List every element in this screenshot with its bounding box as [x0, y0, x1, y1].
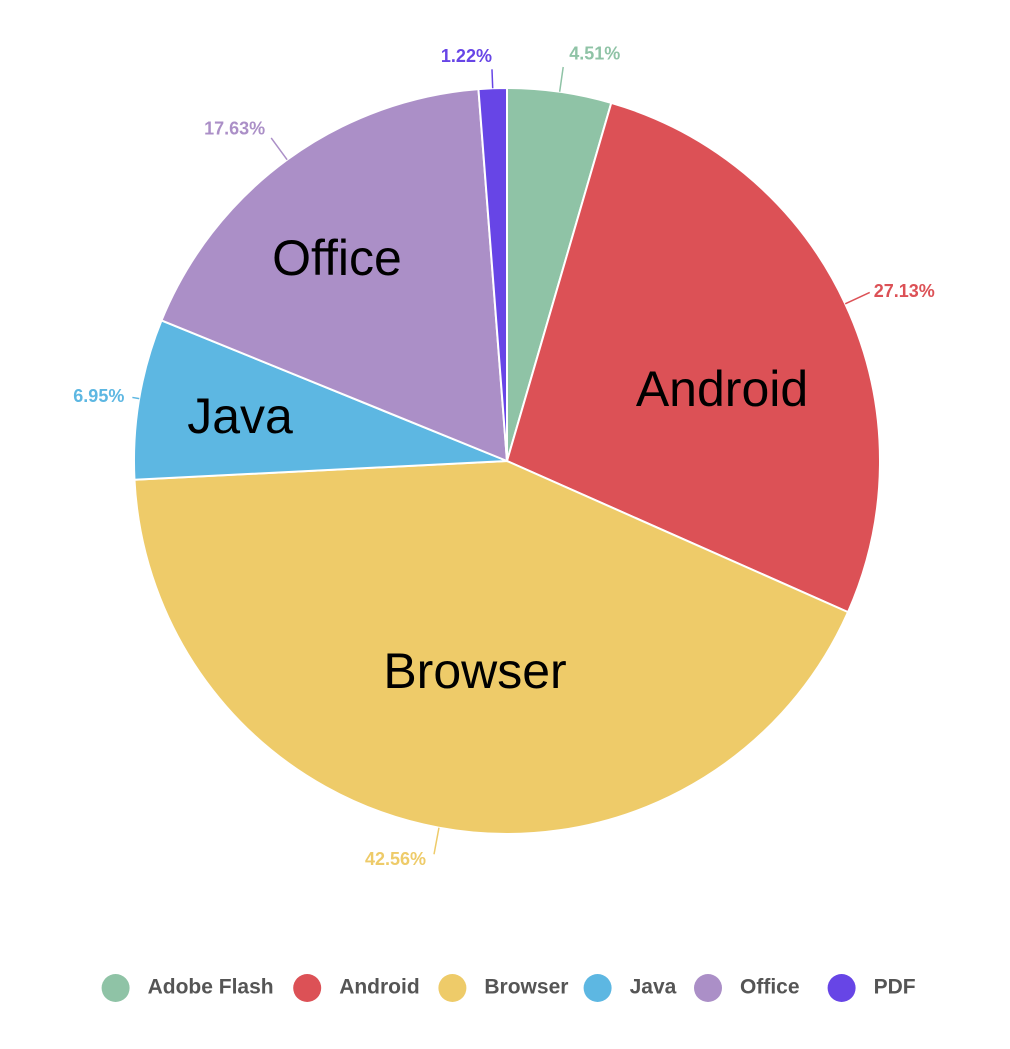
legend-label-browser: Browser	[484, 976, 568, 999]
leader-line-pdf	[491, 69, 494, 89]
pie-slice-office	[160, 88, 509, 463]
legend: Adobe Flash Android Browser Java Office PDF	[101, 974, 916, 1002]
inner-labels-layer: Android Browser Java Office	[187, 230, 808, 699]
legend-label-java: Java	[630, 976, 677, 999]
legend-item-pdf[interactable]: PDF	[827, 974, 916, 1002]
legend-item-adobe-flash[interactable]: Adobe Flash	[101, 974, 274, 1002]
inner-label-browser: Browser	[383, 643, 566, 699]
pie-slice-java	[133, 319, 508, 481]
legend-label-android: Android	[339, 976, 419, 999]
legend-item-office[interactable]: Office	[694, 974, 800, 1002]
legend-swatch-android	[293, 974, 322, 1002]
pct-label-office: 17.63%	[204, 119, 265, 139]
leader-line-adobe-flash	[558, 66, 564, 92]
legend-item-android[interactable]: Android	[293, 974, 420, 1002]
inner-label-android: Android	[636, 361, 808, 417]
percentage-labels-layer: 4.51% 27.13% 42.56% 6.95% 17.63% 1.22%	[73, 44, 934, 869]
pct-label-android: 27.13%	[874, 281, 935, 301]
legend-item-browser[interactable]: Browser	[438, 974, 568, 1002]
pct-label-browser: 42.56%	[365, 849, 426, 869]
legend-label-office: Office	[740, 976, 800, 999]
leader-line-java	[132, 396, 140, 400]
pct-label-adobe-flash: 4.51%	[569, 44, 620, 64]
legend-swatch-office	[694, 974, 722, 1002]
slices-layer	[133, 86, 881, 835]
leader-line-browser	[433, 827, 440, 855]
pct-label-pdf: 1.22%	[441, 46, 492, 66]
legend-swatch-pdf	[827, 974, 856, 1002]
legend-swatch-java	[583, 974, 612, 1002]
legend-swatch-browser	[438, 974, 467, 1002]
inner-label-java: Java	[187, 388, 293, 444]
legend-swatch-adobe-flash	[101, 974, 130, 1002]
pct-label-java: 6.95%	[73, 386, 124, 406]
leader-line-android	[844, 291, 871, 305]
leader-lines-layer	[132, 66, 871, 855]
inner-label-office: Office	[272, 230, 402, 286]
legend-label-pdf: PDF	[874, 976, 916, 999]
leader-line-office	[270, 137, 288, 161]
legend-label-adobe-flash: Adobe Flash	[148, 976, 274, 999]
legend-item-java[interactable]: Java	[583, 974, 677, 1002]
